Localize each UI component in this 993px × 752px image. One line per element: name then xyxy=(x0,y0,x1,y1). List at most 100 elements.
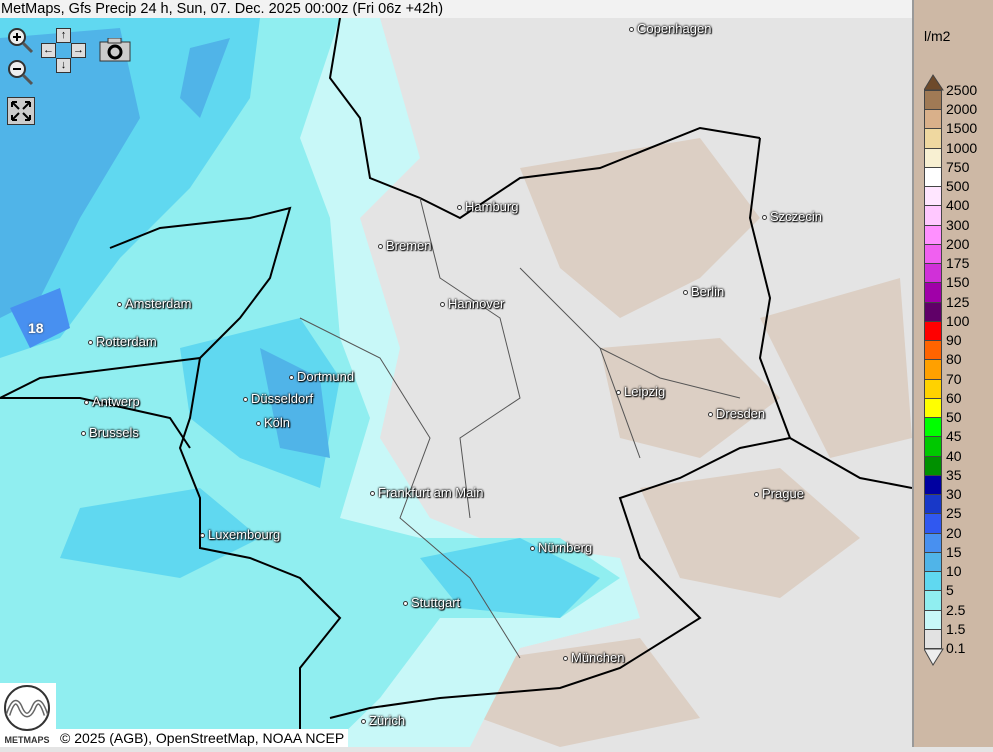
legend-swatch xyxy=(924,282,942,303)
city-name: Berlin xyxy=(691,284,725,299)
city-label: Bremen xyxy=(378,238,432,253)
city-label: Düsseldorf xyxy=(243,391,313,406)
city-name: Köln xyxy=(264,415,291,430)
city-dot-icon xyxy=(457,205,462,211)
legend-swatch xyxy=(924,320,942,342)
legend-swatch xyxy=(924,628,942,649)
legend-label: 5 xyxy=(946,582,954,599)
city-name: Zürich xyxy=(369,713,406,728)
metmaps-logo-icon: METMAPS xyxy=(4,685,50,745)
legend-label: 90 xyxy=(946,332,962,349)
legend-label: 1000 xyxy=(946,139,978,156)
city-dot-icon xyxy=(440,302,445,308)
city-label: Köln xyxy=(256,415,290,430)
city-dot-icon xyxy=(361,719,366,725)
zoom-out-icon xyxy=(8,60,34,86)
city-label: Brussels xyxy=(81,425,139,440)
legend-label: 2000 xyxy=(946,101,978,118)
legend-swatch xyxy=(924,128,942,149)
city-name: Szczecin xyxy=(770,209,823,224)
pan-down-button[interactable]: ↓ xyxy=(56,58,71,73)
legend-swatch xyxy=(924,263,942,284)
legend-swatch xyxy=(924,340,942,361)
legend-swatch xyxy=(924,513,942,534)
city-label: Frankfurt am Main xyxy=(370,485,483,500)
legend-label: 35 xyxy=(946,466,962,483)
snapshot-button[interactable] xyxy=(99,38,131,62)
precipitation-map[interactable]: 18 Copenhagen Hamburg Szczecin Bremen Amster… xyxy=(0,18,912,747)
city-dot-icon xyxy=(629,27,634,33)
city-name: Antwerp xyxy=(92,394,140,409)
city-name: Bremen xyxy=(386,238,432,253)
legend-label: 175 xyxy=(946,255,970,272)
city-label: Dortmund xyxy=(289,369,354,384)
city-name: Stuttgart xyxy=(411,595,461,610)
zoom-in-button[interactable] xyxy=(6,26,34,54)
legend-label: 125 xyxy=(946,293,970,310)
legend-label: 50 xyxy=(946,409,962,426)
legend-swatch xyxy=(924,494,942,515)
legend-swatch xyxy=(924,609,942,630)
city-label: Zürich xyxy=(361,713,405,728)
legend-label: 30 xyxy=(946,486,962,503)
legend-swatch xyxy=(924,590,942,611)
city-label: Prague xyxy=(754,486,804,501)
legend-label: 0.1 xyxy=(946,640,966,656)
precip-value-label: 18 xyxy=(28,320,44,336)
city-label: Leipzig xyxy=(616,384,665,399)
legend-label: 100 xyxy=(946,312,970,329)
legend-unit: l/m2 xyxy=(924,28,951,44)
legend-label: 300 xyxy=(946,216,970,233)
map-layer xyxy=(0,18,912,747)
fullscreen-button[interactable] xyxy=(7,97,35,125)
city-label: Berlin xyxy=(683,284,724,299)
state-borders xyxy=(299,197,741,659)
legend-swatch xyxy=(924,532,942,553)
city-label: Antwerp xyxy=(84,394,140,409)
pan-right-button[interactable]: → xyxy=(71,43,86,58)
legend-label: 60 xyxy=(946,389,962,406)
fullscreen-icon xyxy=(7,97,35,125)
legend-top-arrow-icon xyxy=(924,74,944,91)
city-label: Dresden xyxy=(708,406,765,421)
city-name: Prague xyxy=(762,486,804,501)
color-legend: l/m2 2500 2000 1500 1000 750 500 400 300 200 175 1… xyxy=(912,0,993,747)
city-name: München xyxy=(571,650,625,665)
city-dot-icon xyxy=(403,601,408,607)
legend-swatch xyxy=(924,474,942,496)
city-dot-icon xyxy=(256,421,261,427)
legend-label: 1.5 xyxy=(946,620,966,637)
legend-label: 1500 xyxy=(946,120,978,137)
legend-swatch xyxy=(924,417,942,438)
city-name: Hannover xyxy=(448,296,505,311)
city-name: Dortmund xyxy=(297,369,355,384)
legend-swatch xyxy=(924,359,942,380)
city-dot-icon xyxy=(84,400,89,406)
city-label: Nürnberg xyxy=(530,540,592,555)
map-title: MetMaps, Gfs Precip 24 h, Sun, 07. Dec. … xyxy=(0,0,912,18)
legend-label: 150 xyxy=(946,274,970,291)
city-name: Leipzig xyxy=(624,384,666,399)
legend-swatch xyxy=(924,90,942,111)
zoom-out-button[interactable] xyxy=(6,58,34,86)
legend-swatch xyxy=(924,455,942,476)
city-name: Dresden xyxy=(716,406,766,421)
legend-label: 200 xyxy=(946,235,970,252)
city-dot-icon xyxy=(616,390,621,396)
legend-label: 2500 xyxy=(946,82,978,98)
pan-left-button[interactable]: ← xyxy=(41,43,56,58)
legend-label: 500 xyxy=(946,178,970,195)
city-label: Rotterdam xyxy=(88,334,157,349)
city-dot-icon xyxy=(243,397,248,403)
legend-swatch xyxy=(924,166,942,188)
legend-swatch xyxy=(924,186,942,207)
pan-control: ↑ ← → ↓ xyxy=(41,28,87,74)
metmaps-logo: METMAPS xyxy=(0,683,56,747)
city-label: Stuttgart xyxy=(403,595,460,610)
city-name: Amsterdam xyxy=(125,296,192,311)
city-label: Copenhagen xyxy=(629,21,711,36)
pan-up-button[interactable]: ↑ xyxy=(56,28,71,43)
legend-label: 10 xyxy=(946,563,962,580)
city-name: Nürnberg xyxy=(538,540,593,555)
city-label: Hamburg xyxy=(457,199,518,214)
